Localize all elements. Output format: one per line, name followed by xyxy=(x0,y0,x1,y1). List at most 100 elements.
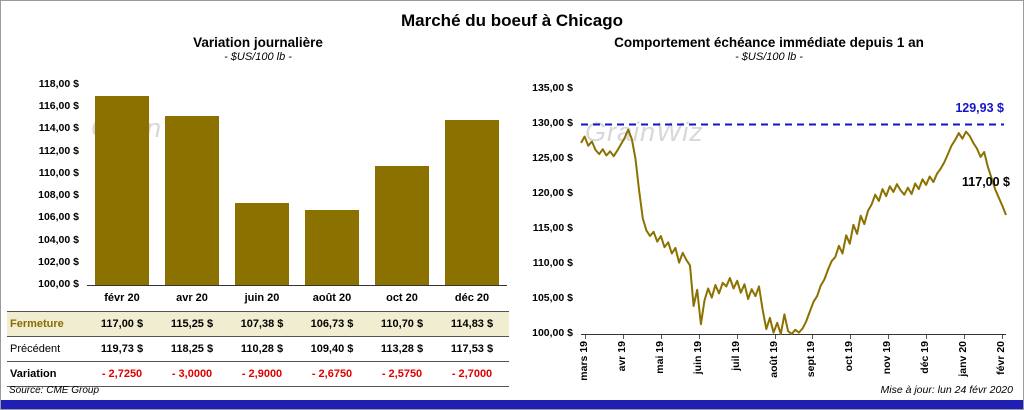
grainwiz-watermark: GrainWiz xyxy=(585,117,704,147)
bottom-accent-bar xyxy=(1,400,1023,409)
bar xyxy=(235,203,289,285)
category-label: juin 20 xyxy=(244,292,280,304)
category-label: oct 20 xyxy=(386,292,418,304)
bar-ytick-label: 118,00 $ xyxy=(38,78,79,90)
x-axis-label: févr 20 xyxy=(995,341,1007,375)
line-plot: GrainWiz 129,93 $ 117,00 $ xyxy=(580,89,1010,335)
table-cell: 110,28 $ xyxy=(240,343,284,355)
x-axis-label: avr 19 xyxy=(615,341,628,372)
x-axis-tick xyxy=(850,335,852,339)
x-axis-label: juil 19 xyxy=(729,341,742,371)
table-cell: 119,73 $ xyxy=(100,343,144,355)
x-axis-label: déc 19 xyxy=(919,341,932,374)
bar xyxy=(305,210,359,285)
line-ytick-label: 115,00 $ xyxy=(532,222,573,234)
row-label: Précédent xyxy=(10,343,61,355)
bar-chart-area: 118,00 $ 116,00 $ 114,00 $ 112,00 $ 110,00 $… xyxy=(7,78,509,290)
bar-ytick-label: 110,00 $ xyxy=(38,166,79,179)
table-row: Précédent 119,73 $ 118,25 $ 110,28 $ 109,40 … xyxy=(7,336,509,361)
x-axis-label: juin 19 xyxy=(691,341,704,375)
bar-ytick-label: 116,00 $ xyxy=(38,100,79,113)
bar xyxy=(165,115,219,285)
line-ytick-label: 135,00 $ xyxy=(532,82,573,94)
table-cell: - 2,7250 xyxy=(101,368,143,380)
table-cell: 114,83 $ xyxy=(450,318,494,330)
line-chart-title: Comportement échéance immédiate depuis 1… xyxy=(614,35,924,50)
bar xyxy=(95,96,149,285)
category-label: avr 20 xyxy=(176,292,208,304)
category-label: févr 20 xyxy=(104,292,140,304)
bar-ytick-label: 104,00 $ xyxy=(38,233,79,246)
line-chart-subtitle: - $US/100 lb - xyxy=(735,51,803,63)
x-axis-label: nov 19 xyxy=(881,341,894,375)
bar-ytick-label: 102,00 $ xyxy=(38,255,79,268)
x-axis-tick xyxy=(660,335,662,339)
update-note: Mise à jour: lun 24 févr 2020 xyxy=(880,384,1014,396)
x-axis-tick xyxy=(736,335,738,339)
axis-spacer xyxy=(7,292,87,311)
line-chart-area: 135,00 $ 130,00 $ 125,00 $ 120,00 $ 115,00 $… xyxy=(519,82,1019,339)
x-axis-tick xyxy=(698,335,700,339)
bar-ytick-label: 114,00 $ xyxy=(38,122,79,135)
price-line-chart xyxy=(580,123,1007,335)
x-axis-label: janv 20 xyxy=(957,341,970,377)
yearly-high-label: 129,93 $ xyxy=(955,101,1004,115)
x-axis-tick xyxy=(774,335,776,339)
x-axis-tick xyxy=(585,335,586,339)
table-cell: 106,73 $ xyxy=(310,318,354,330)
price-line xyxy=(580,128,1007,335)
row-label: Fermeture xyxy=(10,318,64,330)
x-axis-tick xyxy=(812,335,814,339)
x-axis-tick xyxy=(888,335,890,339)
x-axis-tick xyxy=(926,335,928,339)
line-chart-panel: Comportement échéance immédiate depuis 1… xyxy=(519,35,1019,387)
table-cell: 117,53 $ xyxy=(450,343,494,355)
x-axis-tick xyxy=(1002,335,1003,339)
line-ytick-label: 130,00 $ xyxy=(532,117,573,129)
bar-y-axis: 118,00 $ 116,00 $ 114,00 $ 112,00 $ 110,00 $… xyxy=(7,78,87,290)
x-axis-label: oct 19 xyxy=(843,341,856,372)
table-cell: - 2,9000 xyxy=(241,368,283,380)
line-ytick-label: 120,00 $ xyxy=(532,187,573,199)
price-table: Fermeture 117,00 $ 115,25 $ 107,38 $ 106,73 … xyxy=(7,311,509,387)
bar-chart-title: Variation journalière xyxy=(193,35,323,50)
table-cell: - 2,5750 xyxy=(381,368,423,380)
x-axis-label: sept 19 xyxy=(805,341,818,378)
category-label: déc 20 xyxy=(454,292,490,304)
bar-ytick-label: 100,00 $ xyxy=(38,278,79,290)
table-row: Fermeture 117,00 $ 115,25 $ 107,38 $ 106,73 … xyxy=(7,311,509,336)
category-label: août 20 xyxy=(312,292,352,304)
table-cell: 118,25 $ xyxy=(170,343,214,355)
bar-ytick-label: 106,00 $ xyxy=(38,211,79,224)
bar-chart-panel: Variation journalière - $US/100 lb - 118… xyxy=(7,35,509,387)
line-y-axis: 135,00 $ 130,00 $ 125,00 $ 120,00 $ 115,00 $… xyxy=(519,82,581,339)
last-price-label: 117,00 $ xyxy=(962,175,1010,189)
table-cell: - 2,7000 xyxy=(451,368,493,380)
bar xyxy=(445,120,499,285)
table-cell: 115,25 $ xyxy=(170,318,214,330)
x-axis-tick xyxy=(622,335,624,339)
row-label: Variation xyxy=(10,368,57,380)
table-cell: - 2,6750 xyxy=(311,368,353,380)
table-cell: 113,28 $ xyxy=(380,343,424,355)
table-cell: 110,70 $ xyxy=(380,318,424,330)
line-x-axis: mars 19 avr 19 mai 19 juin 19 juil 19 août 19… xyxy=(578,335,1007,387)
line-ytick-label: 110,00 $ xyxy=(532,257,573,269)
line-ytick-label: 105,00 $ xyxy=(532,292,573,304)
source-note: Source: CME Group xyxy=(9,385,100,396)
bar-ytick-label: 112,00 $ xyxy=(38,144,79,157)
table-cell: - 3,0000 xyxy=(171,368,213,380)
table-cell: 117,00 $ xyxy=(100,318,144,330)
bar-x-axis: févr 20 avr 20 juin 20 août 20 oct 20 déc 20 xyxy=(7,292,509,311)
bar-chart-subtitle: - $US/100 lb - xyxy=(224,51,292,63)
x-axis-label: août 19 xyxy=(767,341,780,378)
bar xyxy=(375,166,429,285)
x-axis-label: mai 19 xyxy=(653,341,666,374)
line-ytick-label: 100,00 $ xyxy=(532,327,573,339)
table-cell: 107,38 $ xyxy=(240,318,284,330)
table-row: Variation - 2,7250 - 3,0000 - 2,9000 - 2,675… xyxy=(7,361,509,386)
bar-ytick-label: 108,00 $ xyxy=(38,189,79,202)
x-axis-tick xyxy=(964,335,966,339)
bar-plot: GrainWiz xyxy=(87,85,507,286)
